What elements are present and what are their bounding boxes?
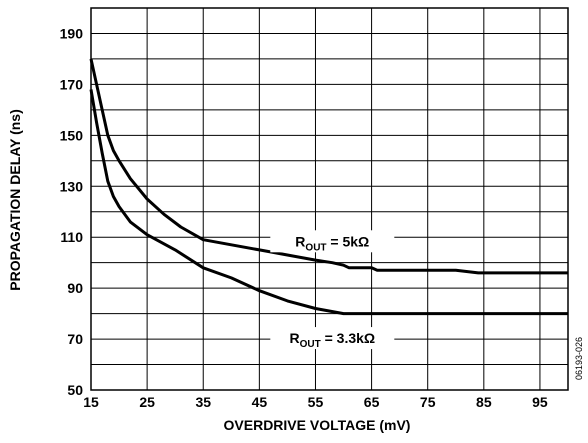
y-tick-label: 90: [67, 280, 83, 296]
x-tick-label: 65: [364, 394, 380, 410]
x-axis-title: OVERDRIVE VOLTAGE (mV): [224, 417, 411, 433]
x-tick-label: 55: [308, 394, 324, 410]
annotations: ROUT = 5kΩ ROUT = 3.3kΩ: [270, 230, 395, 350]
series-line-2: [89, 89, 568, 316]
x-tick-label: 75: [420, 394, 436, 410]
x-tick-label: 95: [532, 394, 548, 410]
x-tick-label: 15: [83, 394, 99, 410]
y-tick-label: 110: [60, 229, 83, 245]
y-tick-label: 190: [60, 25, 84, 41]
y-tick-label: 130: [60, 178, 84, 194]
grid: [90, 7, 569, 391]
x-tick-label: 35: [195, 394, 211, 410]
tick-labels: 15 25 35 45 55 65 75 85 95 50 70 90 110 130 150 170 190: [60, 25, 548, 410]
series-layer: [89, 58, 568, 316]
series-annotation-2: ROUT = 3.3kΩ: [289, 330, 375, 350]
x-tick-label: 25: [139, 394, 155, 410]
annotation-bg: [270, 327, 395, 350]
y-tick-label: 150: [60, 127, 84, 143]
annotation-bg: [270, 230, 395, 253]
series-line-1: [89, 58, 568, 275]
x-tick-label: 85: [476, 394, 492, 410]
figure-id: 06193-026: [574, 337, 584, 380]
x-tick-label: 45: [252, 394, 268, 410]
y-axis-title: PROPAGATION DELAY (ns): [7, 109, 23, 291]
y-tick-label: 50: [67, 382, 83, 398]
y-tick-label: 170: [60, 76, 84, 92]
y-tick-label: 70: [67, 331, 83, 347]
series-annotation-1: ROUT = 5kΩ: [295, 233, 369, 253]
